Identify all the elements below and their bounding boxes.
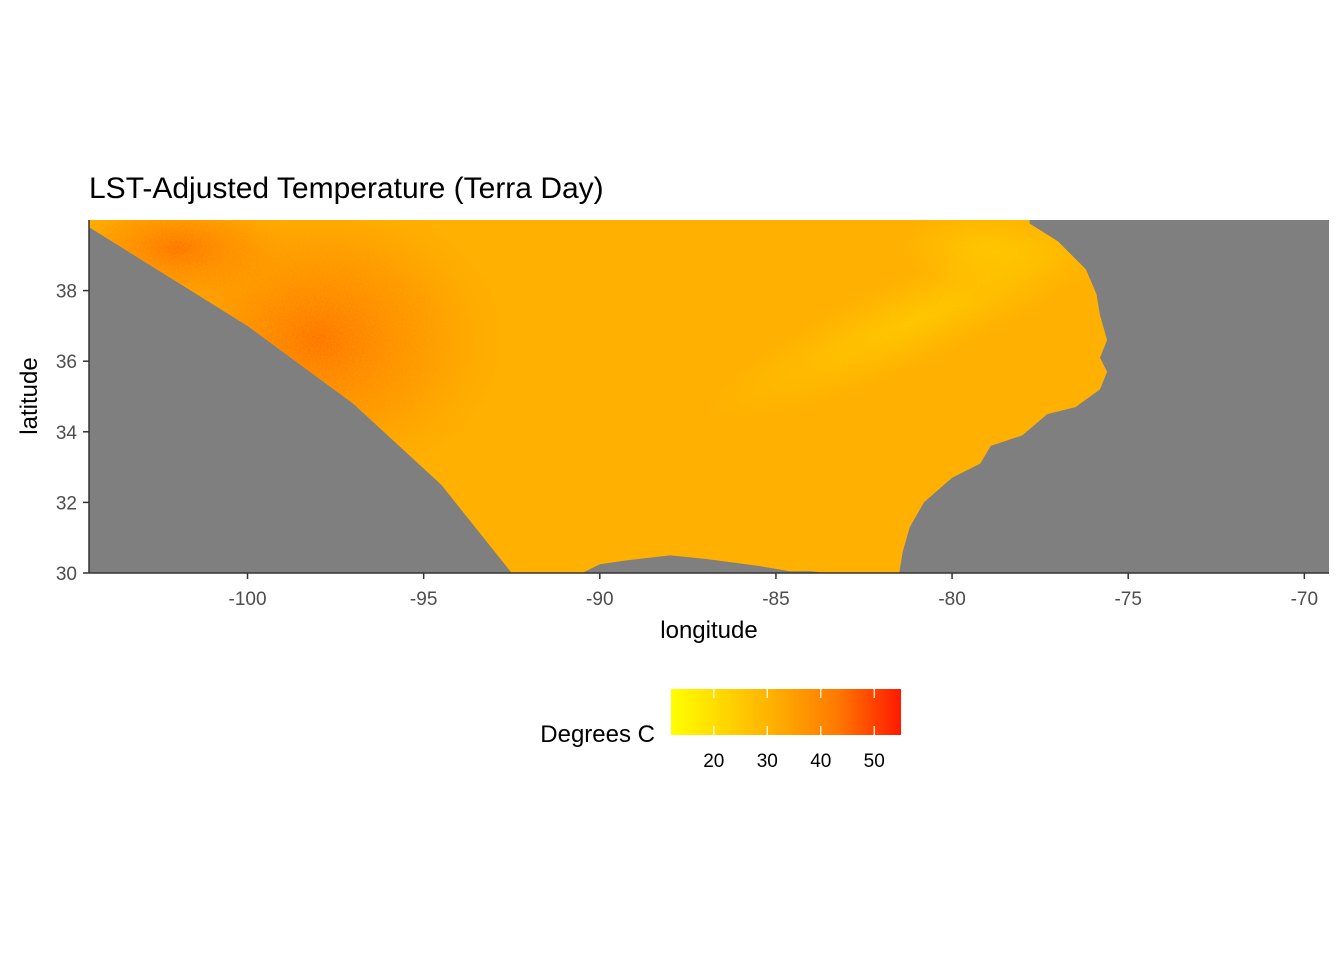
legend-tick-label: 50 [864,751,885,772]
y-axis: 30 32 34 36 38 [56,220,90,585]
y-axis-title: latitude [16,357,43,434]
x-axis-title: longitude [660,617,757,644]
legend: Degrees C 20 30 40 50 [540,689,901,772]
map-panel [89,220,1329,573]
y-tick-label: 32 [56,493,77,514]
x-tick-label: -100 [229,589,267,610]
y-tick-label: 36 [56,352,77,373]
legend-tick-label: 40 [810,751,831,772]
legend-tick-label: 20 [703,751,724,772]
x-tick-label: -80 [938,589,965,610]
x-tick-label: -85 [762,589,789,610]
x-tick-label: -75 [1114,589,1141,610]
x-axis: -100 -95 -90 -85 -80 -75 -70 [89,572,1329,610]
legend-ticks: 20 30 40 50 [703,689,885,772]
y-tick-label: 34 [56,423,78,444]
y-tick-label: 30 [56,564,77,585]
plot-title: LST-Adjusted Temperature (Terra Day) [89,172,604,205]
legend-title: Degrees C [540,721,655,748]
y-tick-label: 38 [56,282,77,303]
x-tick-label: -95 [410,589,437,610]
x-tick-label: -70 [1291,589,1318,610]
legend-tick-label: 30 [757,751,778,772]
legend-colorbar [671,689,901,735]
x-tick-label: -90 [586,589,613,610]
